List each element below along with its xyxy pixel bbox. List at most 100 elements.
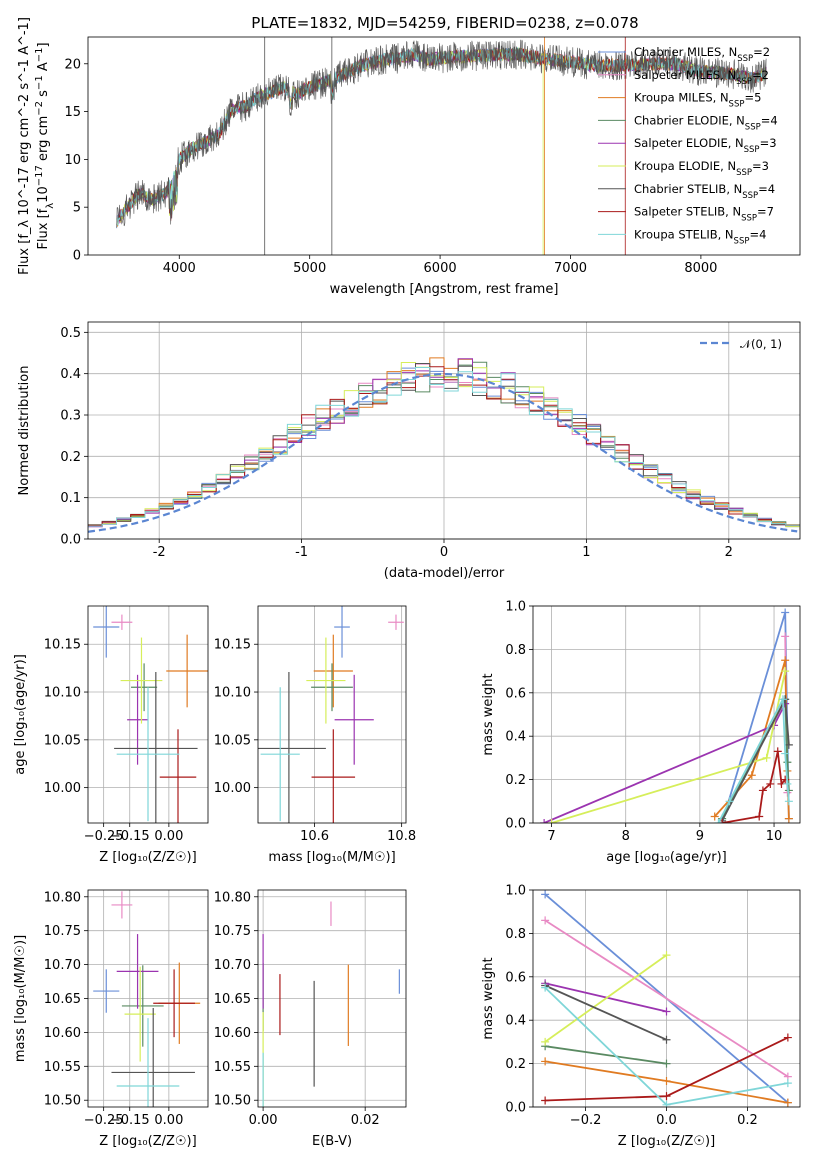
mass-weight-marker [662, 1007, 671, 1016]
mass-weight-marker [758, 786, 767, 795]
x-tick-label: 8000 [684, 261, 717, 276]
mass-weight-marker [662, 1076, 671, 1085]
mass-weight-marker [755, 812, 764, 821]
x-tick-label: 2 [725, 545, 733, 560]
errorbar-point-6 [111, 1007, 195, 1107]
axes-frame [257, 889, 407, 1108]
mass-weight-marker [662, 1059, 671, 1068]
errorbar-marks [262, 901, 400, 1107]
axes-frame [257, 605, 407, 824]
y-tick-label: 10.60 [44, 1026, 81, 1041]
errorbar-marks [258, 606, 404, 823]
mass-weight-marker [784, 814, 793, 823]
errorbar-point-2 [313, 634, 353, 708]
mass-weight-marker [547, 819, 556, 823]
x-tick-label: −0.25 [84, 1113, 124, 1128]
x-tick-label: 0.02 [351, 1113, 380, 1128]
y-label-part: λ [45, 203, 56, 209]
y-tick-label: 10.05 [214, 733, 251, 748]
legend-entry-1: Salpeter MILES, NSSP=2 [634, 68, 769, 87]
x-tick-label: 0.00 [154, 1113, 183, 1128]
residuals-panel: -2 -1 0 1 2 0.0 0.1 0.2 0.3 0.4 0.5 (data-model)/er… [17, 321, 801, 581]
y-tick-label: 10.70 [214, 958, 251, 973]
x-tick-label: 0 [440, 545, 448, 560]
errorbar-point-2 [166, 634, 208, 708]
errorbar-point-7 [159, 729, 197, 823]
axes-frame [87, 36, 801, 256]
legend-sub: SSP [736, 77, 752, 87]
mass-vs-ebv-panel: 0.00 0.02 10.50 10.55 10.60 10.65 10.70 10.75 10… [214, 889, 407, 1149]
legend-text: Salpeter ELODIE, N [634, 136, 744, 150]
legend-entry-5: Kroupa ELODIE, NSSP=3 [634, 159, 769, 178]
legend-entry-0: Chabrier MILES, NSSP=2 [634, 45, 770, 64]
mass-weight-marker [778, 695, 787, 704]
x-tick-label: −0.15 [110, 829, 150, 844]
errorbar-point-7 [153, 969, 195, 1038]
mass-weight-marker [783, 1033, 792, 1042]
legend-text: =7 [757, 205, 774, 219]
legend-text: Kroupa ELODIE, N [634, 159, 736, 173]
y-label-part: −17 [34, 165, 45, 186]
y-tick-label: 0.1 [60, 491, 81, 506]
legend-sub: SSP [742, 191, 758, 201]
y-tick-label: 10.15 [44, 638, 81, 653]
mass-weight-marker [784, 740, 793, 749]
y-tick-label: 10.50 [44, 1094, 81, 1109]
errorbar-point-4 [116, 934, 159, 1009]
mass-weight-series-2 [714, 660, 790, 819]
y-axis-label: mass weight [481, 673, 496, 755]
normal-curve [88, 373, 798, 533]
legend-sub: SSP [734, 236, 750, 246]
errorbar-point-1 [111, 614, 133, 630]
figure-title: PLATE=1832, MJD=54259, FIBERID=0238, z=0… [251, 14, 638, 32]
legend-text: Salpeter STELIB, N [634, 205, 741, 219]
x-tick-label: 7 [547, 829, 555, 844]
y-label-part: −2 [34, 101, 45, 116]
mass-weight-marker [784, 797, 793, 806]
y-tick-label: 10.00 [214, 781, 251, 796]
mass-weight-series-5 [544, 954, 668, 1043]
mass-weight-series-3 [544, 1045, 667, 1065]
y-tick-label: 10.65 [214, 992, 251, 1007]
y-label-part: s [36, 90, 51, 101]
x-axis-label: Z [log₁₀(Z/Z☉)] [99, 850, 196, 865]
mass-weight-marker [662, 1100, 671, 1107]
mass-weight-vs-metallicity-panel: −0.2 0.0 0.2 0.0 0.2 0.4 0.6 0.8 1.0 Z [log₁₀(Z/Z… [481, 884, 801, 1149]
y-tick-label: 10.80 [214, 890, 251, 905]
x-tick-label: 10 [766, 829, 783, 844]
x-tick-label: 7000 [554, 261, 587, 276]
legend-text: Salpeter MILES, N [634, 68, 736, 82]
spectrum-series-6 [116, 39, 767, 228]
x-tick-label: 1 [582, 545, 590, 560]
x-tick-label: 8 [622, 829, 630, 844]
x-tick-label: −0.15 [110, 1113, 150, 1128]
x-tick-label: 0.00 [154, 829, 183, 844]
x-tick-label: 6000 [424, 261, 457, 276]
mass-weight-marker [541, 916, 550, 925]
x-axis-label: age [log₁₀(age/yr)] [606, 850, 727, 865]
legend-text: =3 [752, 159, 769, 173]
legend-sub: SSP [744, 145, 760, 155]
y-tick-label: 1.0 [505, 884, 526, 899]
y-tick-label: 0.2 [60, 450, 81, 465]
errorbar-point-7 [311, 729, 356, 823]
mass-weight-vs-age-panel: 7 8 9 10 0.0 0.2 0.4 0.6 0.8 1.0 age [log₁₀(age/yr… [481, 600, 801, 865]
mass-vs-metallicity-panel: −0.25−0.15 0.00 10.50 10.55 10.60 10.65 10.70 1… [13, 889, 209, 1149]
y-label-part: −1 [34, 75, 45, 90]
y-tick-label: 10.15 [214, 638, 251, 653]
y-label-part: −1 [34, 48, 45, 63]
legend-text: Chabrier MILES, N [634, 45, 737, 59]
mass-weight-marker [718, 819, 727, 823]
spectrum-lines [116, 37, 767, 255]
mass-weight-marker [714, 819, 723, 823]
mass-weight-marker [662, 1092, 671, 1101]
y-tick-label: 0.8 [505, 927, 526, 942]
legend-entry-2: Kroupa MILES, NSSP=5 [634, 91, 761, 110]
mass-weight-marker [783, 758, 792, 767]
errorbar-point-5 [124, 966, 156, 1062]
errorbar-point-5 [306, 637, 346, 724]
y-tick-label: 0.4 [505, 1014, 526, 1029]
y-label-part: ] [36, 42, 51, 47]
mass-weight-marker [725, 797, 734, 806]
mass-weight-marker [662, 951, 671, 960]
